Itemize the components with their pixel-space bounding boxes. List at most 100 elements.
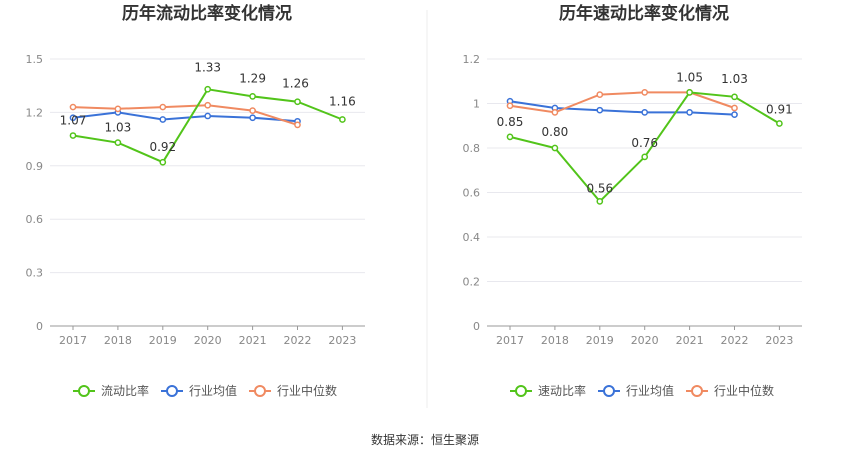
- quick-ratio-chart: 0 0.2 0.4 0.6 0.8 1 1.2 2017 2018 2019 2020 2021 202…: [463, 53, 802, 398]
- data-label: 1.05: [676, 70, 703, 84]
- data-point-industry-median: [551, 109, 559, 116]
- x-tick-label: 2022: [284, 334, 312, 347]
- y-tick-label: 1.5: [26, 53, 44, 66]
- data-point-industry-avg: [686, 109, 693, 116]
- data-source: 数据来源：恒生聚源: [371, 432, 479, 447]
- data-point-company-series: [641, 153, 649, 161]
- data-label: 0.56: [586, 181, 613, 195]
- data-point-industry-median: [159, 103, 167, 111]
- legend-marker: [515, 385, 527, 397]
- legend-item-company-series[interactable]: 流动比率: [73, 383, 149, 398]
- chart-title-current-ratio: 历年流动比率变化情况: [122, 3, 292, 24]
- data-point-company-series: [596, 198, 604, 205]
- data-label: 0.85: [497, 115, 524, 129]
- data-point-industry-median: [506, 102, 514, 110]
- x-tick-label: 2021: [239, 334, 267, 347]
- series-line-industry-median: [72, 104, 298, 126]
- data-point-company-series: [249, 93, 256, 100]
- data-point-industry-median: [69, 103, 77, 111]
- data-label: 1.07: [60, 114, 87, 128]
- y-tick-label: 0: [36, 320, 43, 333]
- data-point-industry-avg: [204, 112, 212, 120]
- legend-label: 行业均值: [626, 383, 674, 398]
- data-point-company-series: [339, 116, 346, 123]
- legend-marker: [691, 385, 703, 397]
- series-line-industry-avg: [509, 100, 735, 116]
- data-point-industry-avg: [159, 116, 167, 123]
- y-tick-label: 0.2: [463, 276, 481, 289]
- data-point-company-series: [69, 132, 77, 139]
- data-point-company-series: [506, 133, 514, 141]
- legend-item-industry-avg[interactable]: 行业均值: [161, 383, 237, 398]
- x-tick-label: 2019: [586, 334, 614, 347]
- y-tick-label: 1.2: [26, 106, 44, 119]
- data-point-company-series: [686, 89, 693, 96]
- data-label: 0.76: [631, 136, 658, 150]
- y-tick-label: 1: [473, 98, 480, 111]
- data-point-industry-median: [596, 91, 604, 98]
- data-point-industry-median: [249, 107, 256, 114]
- data-label: 1.33: [194, 60, 221, 74]
- data-point-industry-avg: [641, 109, 649, 116]
- x-tick-label: 2023: [765, 334, 793, 347]
- legend-label: 行业中位数: [714, 383, 774, 398]
- data-label: 1.03: [105, 121, 132, 135]
- y-tick-label: 1.2: [463, 53, 481, 66]
- legend-label: 行业中位数: [277, 383, 337, 398]
- x-tick-label: 2017: [496, 334, 524, 347]
- legend-item-industry-avg[interactable]: 行业均值: [598, 383, 674, 398]
- y-tick-label: 0: [473, 320, 480, 333]
- legend-item-company-series[interactable]: 速动比率: [510, 383, 586, 398]
- legend-label: 速动比率: [538, 383, 586, 398]
- legend-marker: [254, 385, 266, 397]
- data-label: 1.03: [721, 72, 748, 86]
- x-tick-label: 2023: [328, 334, 356, 347]
- y-tick-label: 0.9: [26, 160, 44, 173]
- data-point-industry-median: [294, 121, 301, 129]
- y-tick-label: 0.6: [463, 187, 481, 200]
- data-point-company-series: [294, 98, 301, 106]
- legend-item-industry-median[interactable]: 行业中位数: [249, 383, 337, 398]
- x-tick-label: 2017: [59, 334, 87, 347]
- data-point-company-series: [159, 158, 167, 166]
- x-tick-label: 2021: [676, 334, 704, 347]
- data-point-company-series: [731, 93, 738, 101]
- chart-title-quick-ratio: 历年速动比率变化情况: [559, 3, 729, 24]
- data-point-industry-median: [114, 105, 122, 113]
- data-point-industry-avg: [731, 111, 738, 118]
- series-line-industry-avg: [72, 111, 298, 123]
- data-label: 0.91: [766, 103, 793, 117]
- data-point-industry-avg: [69, 114, 77, 122]
- legend-marker: [78, 385, 90, 397]
- x-tick-label: 2018: [541, 334, 569, 347]
- data-label: 0.80: [542, 125, 569, 139]
- y-tick-label: 0.3: [26, 267, 44, 280]
- data-point-company-series: [204, 85, 212, 93]
- legend-marker: [603, 385, 615, 397]
- current-ratio-chart: 0 0.3 0.6 0.9 1.2 1.5 2017 2018 2019 2020 2021 2022…: [26, 53, 365, 398]
- data-point-company-series: [114, 139, 122, 147]
- x-tick-label: 2020: [631, 334, 659, 347]
- data-label: 1.26: [282, 77, 309, 91]
- data-point-company-series: [776, 120, 783, 127]
- x-tick-label: 2020: [194, 334, 222, 347]
- legend-item-industry-median[interactable]: 行业中位数: [686, 383, 774, 398]
- data-label: 1.16: [329, 95, 356, 109]
- data-label: 1.29: [239, 71, 266, 85]
- x-tick-label: 2018: [104, 334, 132, 347]
- series-line-industry-median: [509, 91, 735, 114]
- legend-marker: [166, 385, 178, 397]
- data-point-industry-avg: [596, 106, 604, 114]
- y-tick-label: 0.8: [463, 142, 481, 155]
- data-point-industry-avg: [249, 114, 256, 122]
- y-tick-label: 0.6: [26, 213, 44, 226]
- data-point-industry-median: [641, 89, 649, 96]
- legend-label: 行业均值: [189, 383, 237, 398]
- data-label: 0.92: [149, 140, 176, 154]
- x-tick-label: 2019: [149, 334, 177, 347]
- data-point-company-series: [551, 144, 559, 152]
- y-tick-label: 0.4: [463, 231, 481, 244]
- legend-label: 流动比率: [101, 383, 149, 398]
- data-point-industry-median: [731, 104, 738, 112]
